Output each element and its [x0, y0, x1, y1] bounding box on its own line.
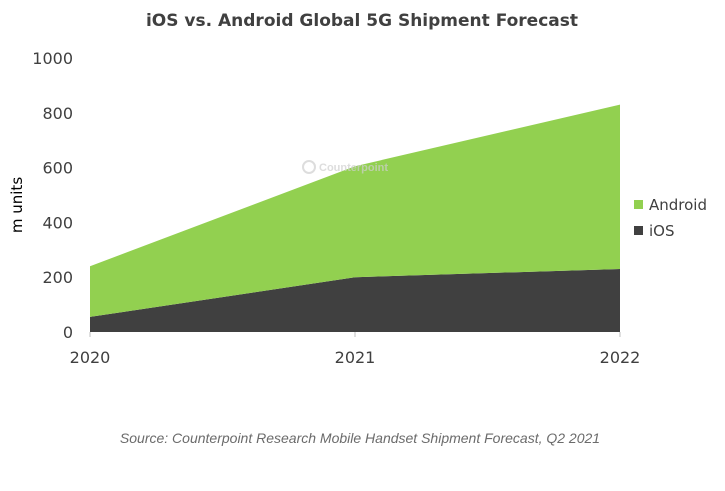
x-tick-label: 2021	[335, 348, 376, 367]
chart-title: iOS vs. Android Global 5G Shipment Forec…	[146, 11, 578, 31]
x-tick-label: 2020	[70, 348, 111, 367]
y-tick-label: 1000	[32, 49, 73, 68]
legend-swatch-ios	[634, 226, 643, 235]
y-axis-ticks: 0 200 400 600 800 1000	[32, 49, 73, 342]
legend-label-android: Android	[649, 196, 707, 214]
x-axis-ticks: 2020 2021 2022	[70, 332, 641, 367]
y-tick-label: 600	[42, 159, 73, 178]
x-tick-label: 2022	[600, 348, 641, 367]
watermark-icon	[302, 160, 316, 174]
watermark-text: Counterpoint	[319, 162, 388, 174]
plot-area	[90, 104, 620, 332]
y-tick-label: 800	[42, 104, 73, 123]
legend-swatch-android	[634, 200, 643, 209]
area-series-android	[90, 104, 620, 317]
y-tick-label: 0	[63, 323, 73, 342]
source-note: Source: Counterpoint Research Mobile Han…	[120, 430, 600, 446]
legend-label-ios: iOS	[649, 222, 675, 240]
watermark-logo: Counterpoint	[302, 160, 388, 174]
legend: Android iOS	[634, 196, 707, 240]
y-axis-label: m units	[8, 177, 26, 233]
y-tick-label: 400	[42, 213, 73, 232]
y-tick-label: 200	[42, 268, 73, 287]
area-series-ios	[90, 268, 620, 332]
